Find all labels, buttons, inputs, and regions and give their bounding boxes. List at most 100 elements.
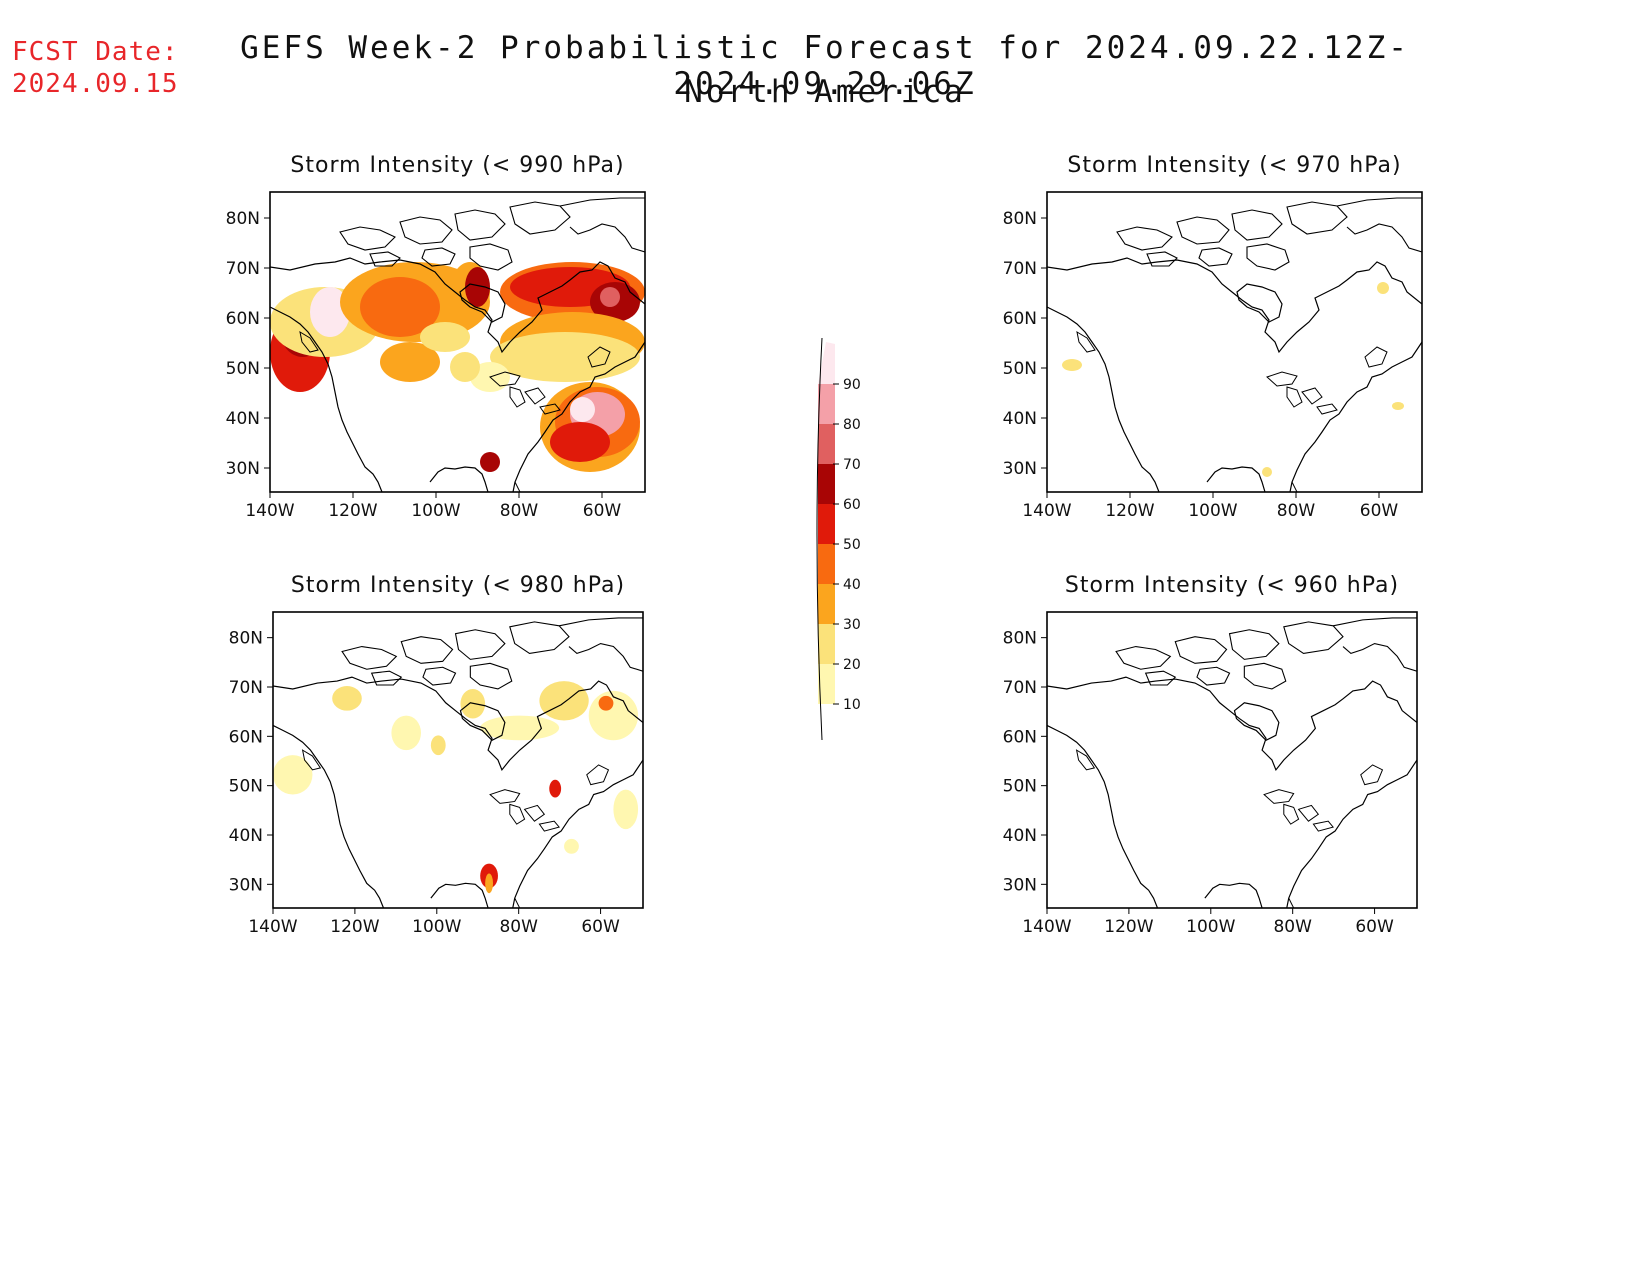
map-frame bbox=[1046, 191, 1423, 493]
fcst-date-block: FCST Date: 2024.09.15 bbox=[12, 36, 179, 100]
lat-tick-label: 80N bbox=[226, 209, 260, 229]
lat-tick-label: 60N bbox=[1003, 727, 1037, 747]
map-panel-p990: Storm Intensity (< 990 hPa) 80N 70N 60N 50N 4… bbox=[226, 153, 646, 521]
probability-area bbox=[480, 452, 500, 472]
lat-tick-label: 40N bbox=[226, 409, 260, 429]
map-panel-p960: Storm Intensity (< 960 hPa) 80N 70N 60N 50N 4… bbox=[1003, 573, 1418, 937]
lat-tick-label: 60N bbox=[1003, 309, 1037, 329]
colorbar-swatch bbox=[818, 504, 835, 544]
probability-area bbox=[588, 690, 639, 741]
lat-tick-label: 70N bbox=[1003, 259, 1037, 279]
lon-tick-label: 120W bbox=[328, 501, 377, 521]
colorbar-label: 50 bbox=[843, 537, 861, 553]
probability-area bbox=[564, 838, 579, 854]
colorbar-label: 40 bbox=[843, 577, 861, 593]
lon-tick-label: 100W bbox=[1188, 501, 1237, 521]
colorbar-label: 10 bbox=[843, 697, 861, 713]
lon-tick-label: 100W bbox=[1186, 917, 1235, 937]
probability-area bbox=[332, 686, 362, 711]
lat-tick-label: 70N bbox=[226, 259, 260, 279]
lon-tick-label: 140W bbox=[1022, 501, 1071, 521]
lat-tick-label: 40N bbox=[1003, 409, 1037, 429]
lat-tick-label: 80N bbox=[1003, 209, 1037, 229]
colorbar-swatch bbox=[818, 342, 835, 384]
lat-tick-label: 30N bbox=[1003, 459, 1037, 479]
lat-tick-label: 60N bbox=[226, 309, 260, 329]
lon-tick-label: 80W bbox=[1277, 501, 1316, 521]
probability-area bbox=[430, 735, 446, 756]
probability-area bbox=[570, 397, 595, 422]
colorbar-label: 80 bbox=[843, 417, 861, 433]
lon-tick-label: 60W bbox=[581, 917, 620, 937]
lon-tick-label: 100W bbox=[411, 501, 460, 521]
map-frame bbox=[272, 611, 644, 909]
lon-tick-label: 80W bbox=[1273, 917, 1312, 937]
colorbar-swatch bbox=[818, 544, 835, 584]
panel-title: Storm Intensity (< 970 hPa) bbox=[1067, 153, 1401, 178]
colorbar-swatch bbox=[818, 384, 835, 424]
lat-tick-label: 50N bbox=[226, 359, 260, 379]
lon-tick-label: 140W bbox=[248, 917, 297, 937]
probability-area bbox=[539, 681, 589, 721]
lat-tick-label: 50N bbox=[1003, 777, 1037, 797]
probability-area bbox=[480, 715, 560, 741]
coastline bbox=[273, 617, 643, 908]
probability-area bbox=[490, 332, 640, 382]
colorbar: 10 20 30 40 50 60 70 80 90 bbox=[816, 337, 861, 741]
lat-tick-label: 30N bbox=[229, 875, 263, 895]
fcst-date-value: 2024.09.15 bbox=[12, 69, 179, 99]
map-panel-p980: Storm Intensity (< 980 hPa) 80N 70N 60N 50N 4… bbox=[229, 573, 644, 937]
probability-area bbox=[360, 277, 440, 337]
lat-tick-label: 40N bbox=[229, 826, 263, 846]
panel-title: Storm Intensity (< 960 hPa) bbox=[1065, 573, 1399, 598]
colorbar-swatch bbox=[818, 584, 835, 624]
lon-tick-label: 140W bbox=[1022, 917, 1071, 937]
colorbar-label: 90 bbox=[843, 377, 861, 393]
fcst-date-label: FCST Date: bbox=[12, 37, 179, 67]
lon-tick-label: 120W bbox=[1105, 501, 1154, 521]
probability-area bbox=[1392, 402, 1404, 410]
probability-area bbox=[598, 695, 614, 711]
coastline bbox=[1047, 197, 1422, 492]
probability-area bbox=[465, 267, 490, 307]
colorbar-label: 60 bbox=[843, 497, 861, 513]
page-title: GEFS Week-2 Probabilistic Forecast for 2… bbox=[240, 30, 1410, 102]
probability-area bbox=[485, 873, 494, 894]
probability-area bbox=[273, 755, 313, 795]
map-frame bbox=[1046, 611, 1418, 909]
coastline bbox=[1047, 617, 1417, 908]
colorbar-label: 30 bbox=[843, 617, 861, 633]
probability-area bbox=[613, 789, 639, 830]
colorbar-swatch bbox=[818, 624, 835, 664]
probability-area bbox=[1262, 467, 1272, 477]
lat-tick-label: 80N bbox=[1003, 629, 1037, 649]
probability-area bbox=[391, 715, 422, 751]
colorbar-swatch bbox=[818, 464, 835, 504]
lon-tick-label: 120W bbox=[330, 917, 379, 937]
colorbar-swatch bbox=[818, 424, 835, 464]
probability-area bbox=[1377, 282, 1389, 294]
colorbar-swatch bbox=[818, 664, 835, 704]
colorbar-label: 20 bbox=[843, 657, 861, 673]
probability-area bbox=[420, 322, 470, 352]
panel-title: Storm Intensity (< 990 hPa) bbox=[290, 153, 624, 178]
probability-area bbox=[1062, 359, 1082, 371]
lon-tick-label: 120W bbox=[1104, 917, 1153, 937]
probability-area bbox=[450, 352, 480, 382]
lon-tick-label: 60W bbox=[1355, 917, 1394, 937]
lat-tick-label: 70N bbox=[229, 678, 263, 698]
lon-tick-label: 60W bbox=[583, 501, 622, 521]
lat-tick-label: 40N bbox=[1003, 826, 1037, 846]
colorbar-label: 70 bbox=[843, 457, 861, 473]
lon-tick-label: 60W bbox=[1360, 501, 1399, 521]
page-subtitle: North America bbox=[684, 74, 966, 110]
lon-tick-label: 80W bbox=[500, 501, 539, 521]
lat-tick-label: 30N bbox=[226, 459, 260, 479]
map-panel-p970: Storm Intensity (< 970 hPa) 80N 70N 60N 50N 4… bbox=[1003, 153, 1423, 521]
probability-area bbox=[380, 342, 440, 382]
panel-title: Storm Intensity (< 980 hPa) bbox=[291, 573, 625, 598]
lat-tick-label: 50N bbox=[229, 777, 263, 797]
probability-area bbox=[600, 287, 620, 307]
lat-tick-label: 80N bbox=[229, 629, 263, 649]
